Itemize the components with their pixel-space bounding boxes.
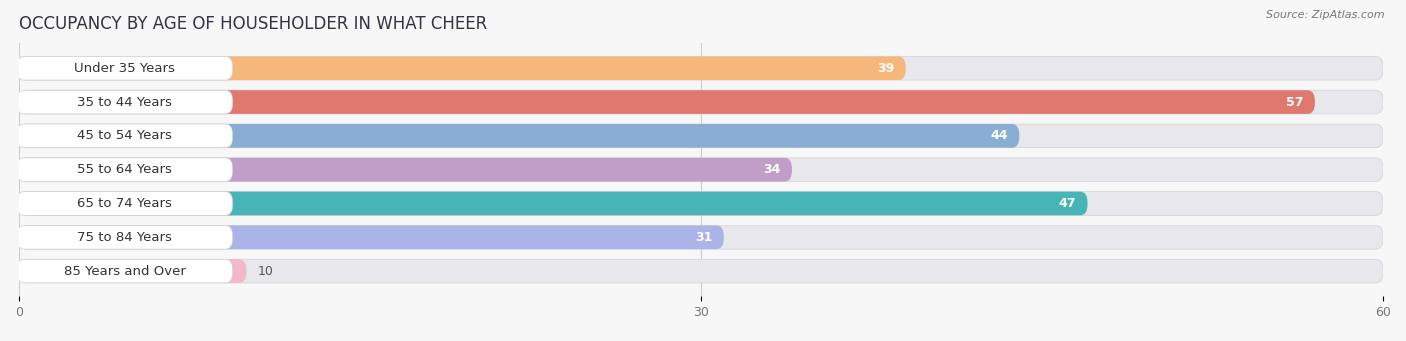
FancyBboxPatch shape [17,158,233,181]
Text: Under 35 Years: Under 35 Years [75,62,176,75]
FancyBboxPatch shape [20,192,1087,215]
Text: 75 to 84 Years: 75 to 84 Years [77,231,172,244]
Text: 10: 10 [257,265,274,278]
FancyBboxPatch shape [20,124,1019,148]
FancyBboxPatch shape [20,259,246,283]
FancyBboxPatch shape [17,259,233,283]
FancyBboxPatch shape [17,192,233,215]
FancyBboxPatch shape [20,158,792,181]
FancyBboxPatch shape [20,158,1384,181]
Text: 57: 57 [1286,95,1303,108]
FancyBboxPatch shape [17,90,233,114]
FancyBboxPatch shape [20,124,1384,148]
Text: 31: 31 [695,231,713,244]
Text: 65 to 74 Years: 65 to 74 Years [77,197,172,210]
Text: 44: 44 [990,129,1008,142]
Text: 45 to 54 Years: 45 to 54 Years [77,129,172,142]
FancyBboxPatch shape [20,225,724,249]
FancyBboxPatch shape [20,90,1384,114]
FancyBboxPatch shape [20,56,1384,80]
FancyBboxPatch shape [20,56,905,80]
FancyBboxPatch shape [17,124,233,148]
Text: 47: 47 [1059,197,1076,210]
Text: 35 to 44 Years: 35 to 44 Years [77,95,172,108]
FancyBboxPatch shape [20,225,1384,249]
Text: 55 to 64 Years: 55 to 64 Years [77,163,172,176]
FancyBboxPatch shape [20,90,1315,114]
FancyBboxPatch shape [17,56,233,80]
FancyBboxPatch shape [17,225,233,249]
Text: OCCUPANCY BY AGE OF HOUSEHOLDER IN WHAT CHEER: OCCUPANCY BY AGE OF HOUSEHOLDER IN WHAT … [20,15,488,33]
Text: 85 Years and Over: 85 Years and Over [63,265,186,278]
FancyBboxPatch shape [20,259,1384,283]
Text: 39: 39 [877,62,894,75]
Text: 34: 34 [763,163,780,176]
FancyBboxPatch shape [20,192,1384,215]
Text: Source: ZipAtlas.com: Source: ZipAtlas.com [1267,10,1385,20]
